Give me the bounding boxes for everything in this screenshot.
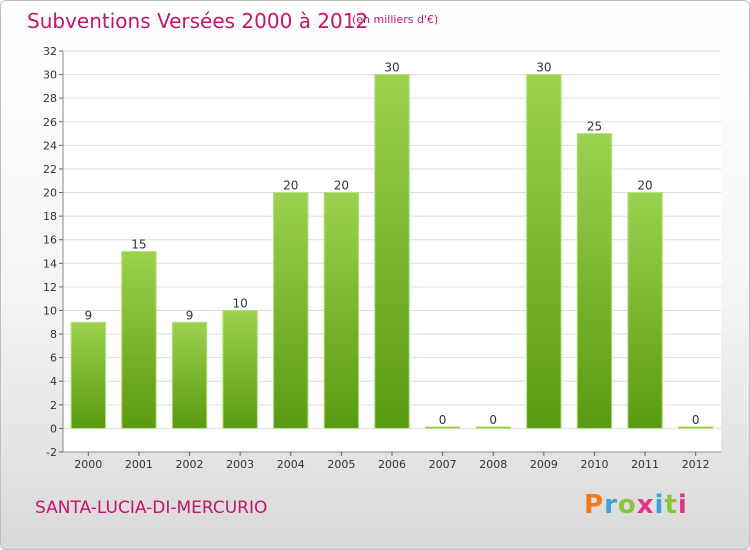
data-label: 15 xyxy=(131,238,146,252)
y-tick-label: 26 xyxy=(43,116,57,129)
x-tick-label: 2009 xyxy=(530,458,558,471)
bar xyxy=(222,309,258,429)
y-tick-label: 0 xyxy=(50,422,57,435)
data-label: 9 xyxy=(84,308,92,322)
data-label: 30 xyxy=(384,61,399,75)
data-label: 30 xyxy=(536,61,551,75)
y-tick-label: 24 xyxy=(43,139,57,152)
data-label: 9 xyxy=(186,308,194,322)
y-tick-label: 12 xyxy=(43,281,57,294)
data-label: 20 xyxy=(283,179,298,193)
y-tick-label: 20 xyxy=(43,187,57,200)
y-tick-label: 16 xyxy=(43,234,57,247)
x-tick-label: 2000 xyxy=(74,458,102,471)
x-tick-label: 2007 xyxy=(429,458,457,471)
x-tick-label: 2002 xyxy=(176,458,204,471)
y-tick-label: 30 xyxy=(43,69,57,82)
x-tick-label: 2008 xyxy=(479,458,507,471)
bar xyxy=(475,426,511,429)
x-tick-label: 2001 xyxy=(125,458,153,471)
y-tick-label: 22 xyxy=(43,163,57,176)
place-name: SANTA-LUCIA-DI-MERCURIO xyxy=(35,498,268,518)
logo-letter: r xyxy=(604,490,618,520)
logo-letter: i xyxy=(654,490,665,520)
logo-letter: t xyxy=(664,490,678,520)
x-tick-label: 2003 xyxy=(226,458,254,471)
x-tick-label: 2006 xyxy=(378,458,406,471)
bar xyxy=(627,192,663,429)
y-tick-label: 28 xyxy=(43,92,57,105)
bar xyxy=(424,426,461,429)
x-tick-label: 2004 xyxy=(277,458,305,471)
y-tick-label: 8 xyxy=(50,328,57,341)
bar xyxy=(374,74,410,429)
bar xyxy=(323,192,360,429)
data-label: 25 xyxy=(587,120,602,134)
bar xyxy=(576,133,613,429)
bar xyxy=(677,426,714,429)
bar xyxy=(121,251,157,429)
bar xyxy=(526,74,562,429)
y-tick-label: 6 xyxy=(50,352,57,365)
y-tick-label: 4 xyxy=(50,375,57,388)
logo-letter: o xyxy=(617,490,637,520)
x-tick-label: 2012 xyxy=(682,458,710,471)
x-tick-label: 2011 xyxy=(631,458,659,471)
data-label: 0 xyxy=(439,413,447,427)
data-label: 10 xyxy=(233,296,248,310)
logo-letter: x xyxy=(636,490,655,520)
y-tick-label: 18 xyxy=(43,210,57,223)
data-label: 20 xyxy=(334,179,349,193)
x-tick-label: 2005 xyxy=(327,458,355,471)
x-tick-label: 2010 xyxy=(580,458,608,471)
logo-letter: P xyxy=(584,490,605,520)
bar xyxy=(70,321,107,429)
logo-letter: i xyxy=(677,490,688,520)
bar xyxy=(171,321,208,429)
chart-unit: (en milliers d'€) xyxy=(352,13,439,26)
data-label: 0 xyxy=(489,413,497,427)
y-tick-label: 14 xyxy=(43,257,57,270)
data-label: 0 xyxy=(692,413,700,427)
data-label: 20 xyxy=(637,179,652,193)
proxiti-logo: Proxiti xyxy=(584,490,688,520)
bar xyxy=(273,192,309,429)
y-tick-label: 32 xyxy=(43,45,57,58)
y-tick-label: 2 xyxy=(50,399,57,412)
chart-title: Subventions Versées 2000 à 2012 xyxy=(27,9,369,33)
y-tick-label: 10 xyxy=(43,304,57,317)
y-tick-label: -2 xyxy=(46,446,57,459)
